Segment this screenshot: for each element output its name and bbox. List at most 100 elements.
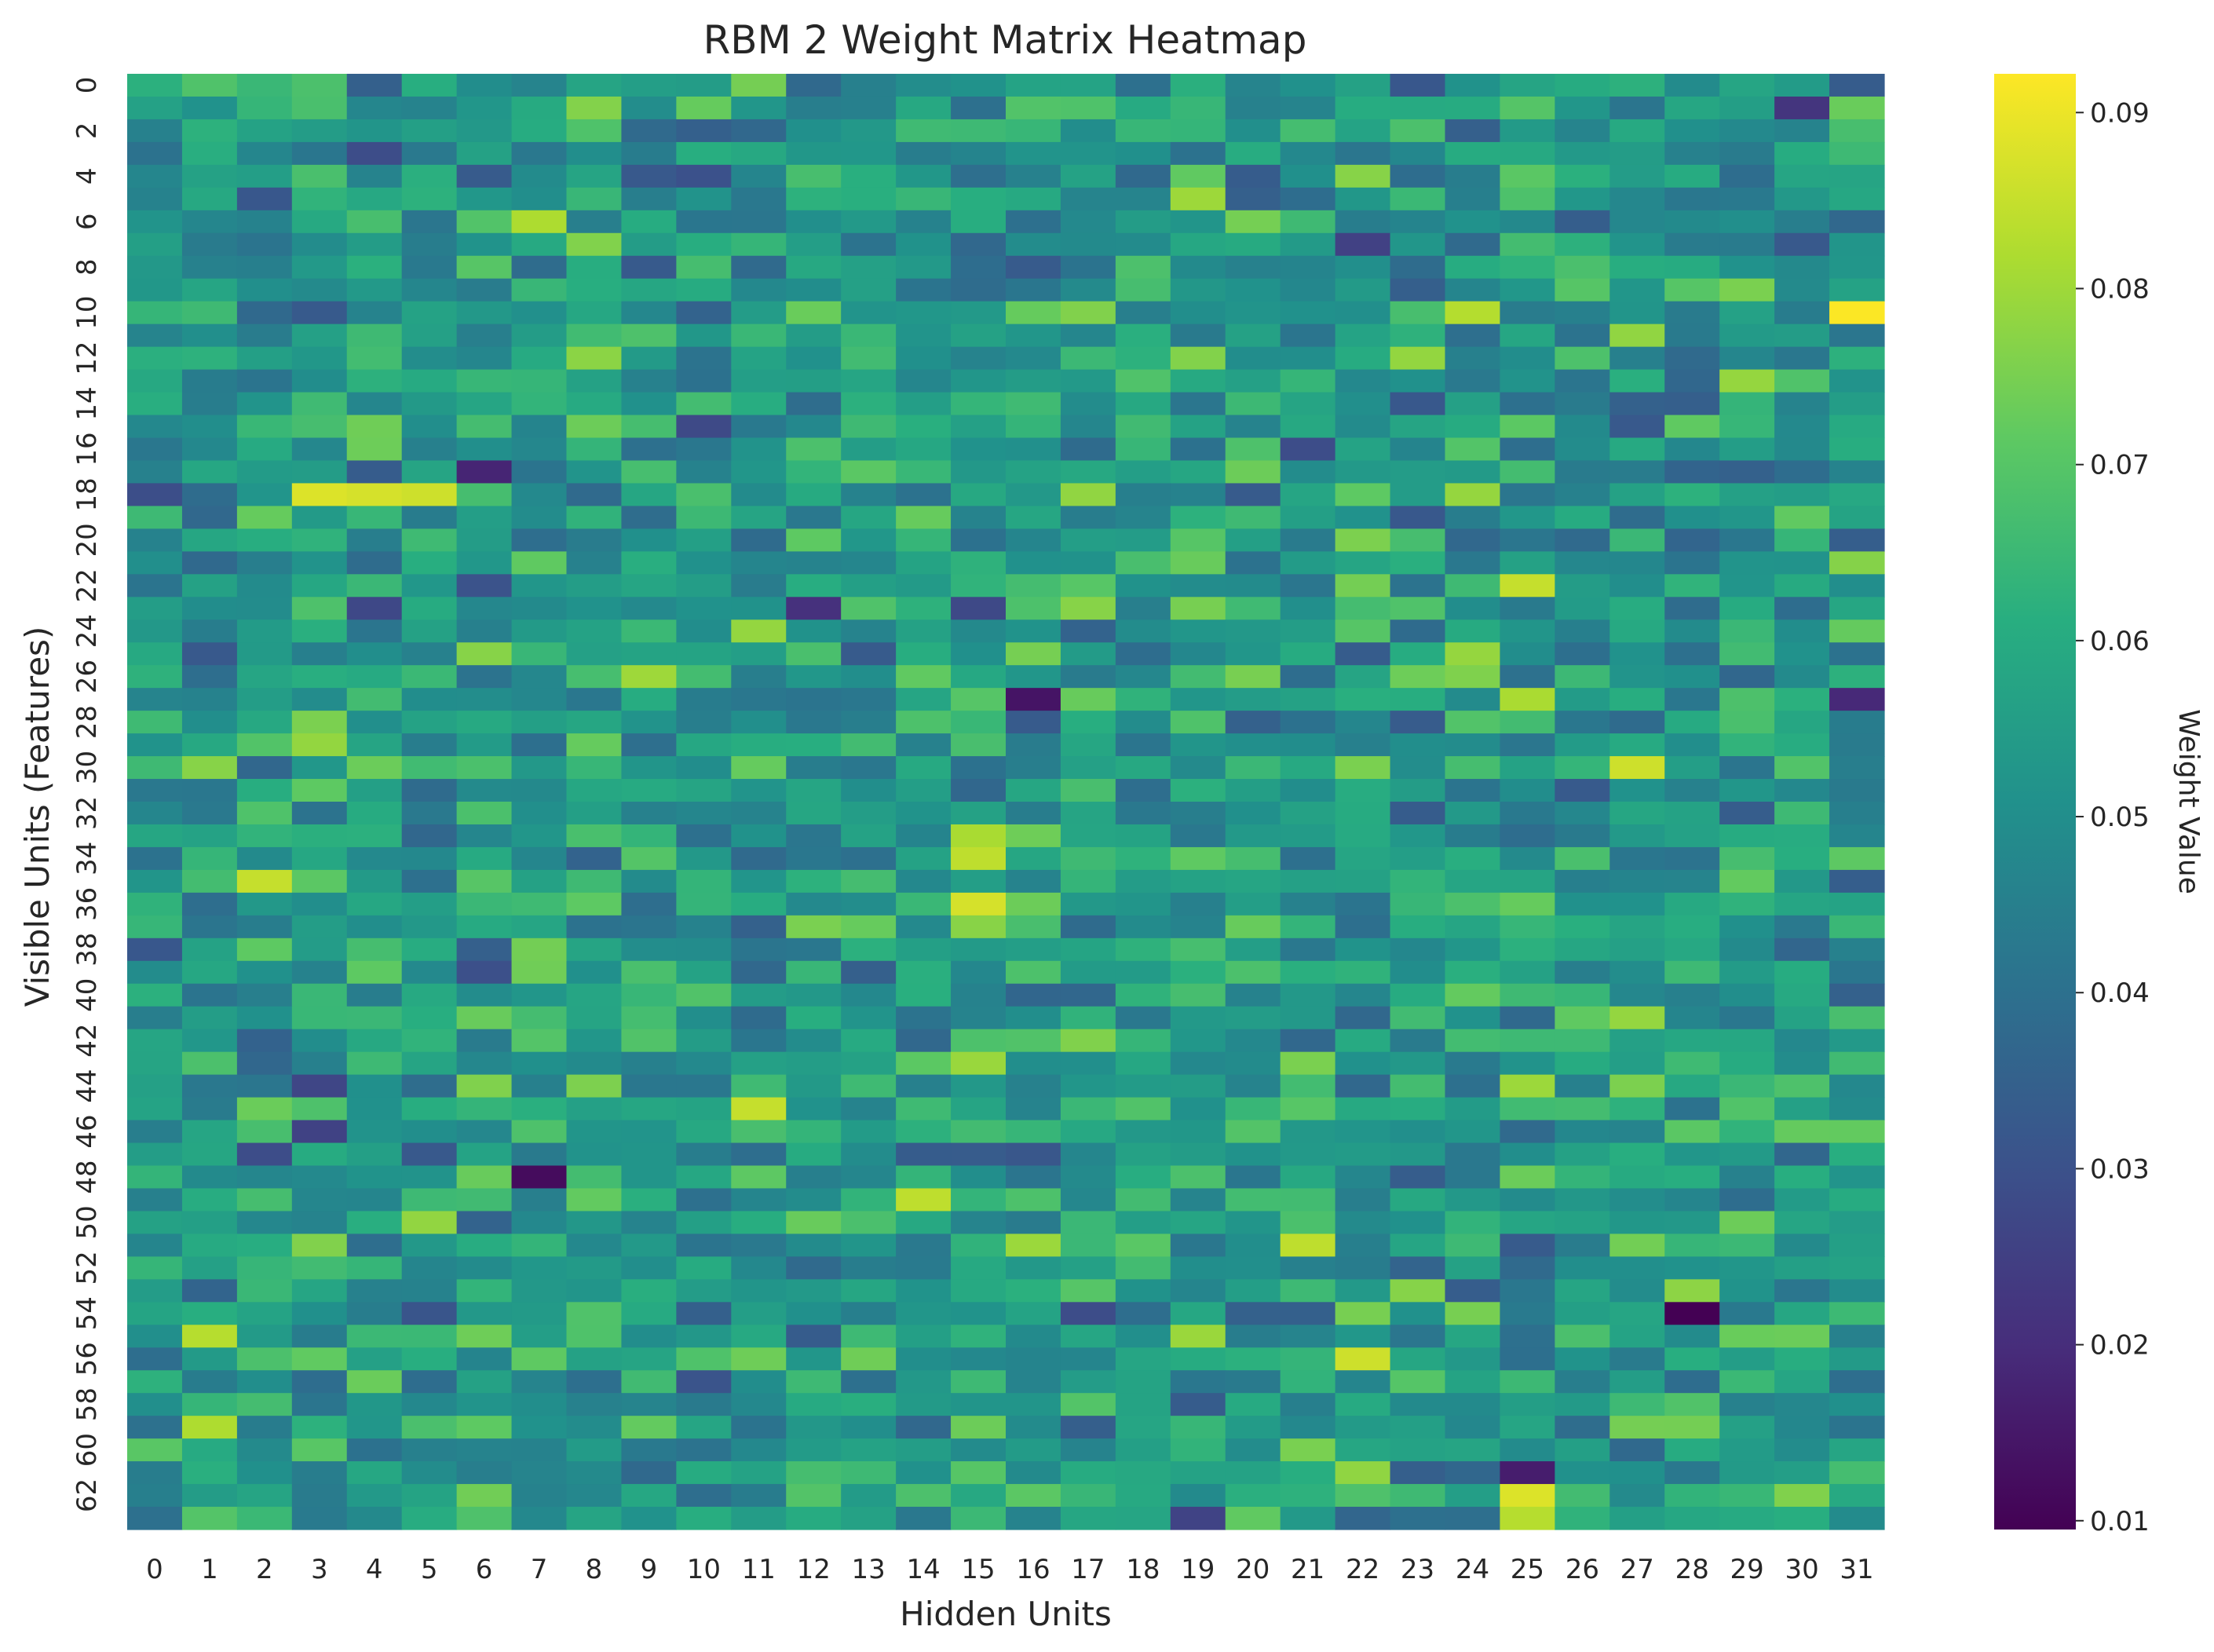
heatmap-cell [1774,1461,1830,1485]
heatmap-cell [181,323,238,348]
heatmap-cell [1555,1347,1610,1371]
heatmap-cell [1609,1006,1665,1030]
heatmap-cell [1115,1484,1171,1508]
heatmap-cell [621,1029,677,1053]
heatmap-cell [1280,323,1336,348]
heatmap-cell [181,915,238,939]
heatmap-cell [1664,1507,1720,1530]
heatmap-cell [1115,574,1171,598]
heatmap-cell [1280,665,1336,689]
heatmap-cell [1335,1097,1391,1121]
heatmap-cell [1225,1165,1281,1190]
heatmap-cell [1390,1074,1446,1098]
heatmap-cell [127,1325,183,1348]
heatmap-cell [1500,642,1555,666]
heatmap-cell [236,1029,293,1053]
heatmap-cell [1060,597,1116,620]
heatmap-cell [1719,164,1775,188]
heatmap-cell [951,437,1007,462]
heatmap-cell [731,597,787,620]
heatmap-cell [786,528,842,552]
heatmap-cell [951,597,1007,620]
heatmap-cell [236,1461,293,1485]
heatmap-cell [1170,1279,1226,1303]
heatmap-cell [1500,1256,1555,1280]
heatmap-cell [1829,1188,1885,1212]
heatmap-cell [731,711,787,734]
heatmap-cell [1774,232,1830,257]
heatmap-cell [456,802,513,825]
heatmap-cell [1445,1142,1501,1167]
heatmap-cell [1445,824,1501,848]
heatmap-cell [731,460,787,484]
heatmap-cell [1774,1416,1830,1439]
heatmap-cell [346,1507,403,1530]
heatmap-cell [1500,346,1555,371]
heatmap-cell [731,756,787,780]
heatmap-cell [1500,1097,1555,1121]
heatmap-cell [1445,96,1501,120]
heatmap-cell [291,164,348,188]
heatmap-cell [896,665,952,689]
heatmap-cell [236,96,293,120]
heatmap-cell [1060,164,1116,188]
heatmap-cell [1060,1051,1116,1076]
heatmap-cell [511,1279,568,1303]
heatmap-cell [1445,983,1501,1007]
heatmap-cell [841,1188,897,1212]
y-tick-label: 44 [71,1069,103,1102]
heatmap-cell [1225,437,1281,462]
heatmap-cell [1664,1461,1720,1485]
heatmap-cell [1445,620,1501,643]
heatmap-cell [1335,1279,1391,1303]
heatmap-cell [1555,301,1610,325]
heatmap-cell [1719,574,1775,598]
heatmap-cell [1774,528,1830,552]
heatmap-cell [1115,301,1171,325]
heatmap-cell [236,892,293,916]
heatmap-cell [346,551,403,575]
heatmap-cell [1060,665,1116,689]
heatmap-cell [621,620,677,643]
heatmap-cell [731,483,787,507]
heatmap-cell [1500,1302,1555,1325]
heatmap-cell [1829,574,1885,598]
heatmap-cell [676,688,732,711]
heatmap-cell [291,597,348,620]
heatmap-cell [1664,1234,1720,1257]
heatmap-cell [1555,779,1610,802]
heatmap-cell [1555,551,1610,575]
heatmap-cell [236,74,293,97]
heatmap-cell [676,1006,732,1030]
heatmap-cell [1829,1051,1885,1076]
heatmap-cell [1500,1484,1555,1508]
heatmap-cell [1555,1279,1610,1303]
heatmap-cell [1555,1211,1610,1235]
heatmap-cell [951,824,1007,848]
heatmap-cell [1609,620,1665,643]
heatmap-cell [1115,483,1171,507]
heatmap-cell [401,1302,458,1325]
heatmap-cell [1390,369,1446,393]
heatmap-cell [456,711,513,734]
heatmap-cell [127,164,183,188]
heatmap-cell [841,96,897,120]
heatmap-cell [291,937,348,962]
heatmap-cell [1774,665,1830,689]
heatmap-cell [1445,301,1501,325]
heatmap-cell [1555,483,1610,507]
heatmap-cell [511,711,568,734]
heatmap-cell [1006,210,1061,234]
heatmap-cell [896,1484,952,1508]
heatmap-cell [1500,1370,1555,1394]
heatmap-cell [1006,688,1061,711]
heatmap-cell [1006,1165,1061,1190]
heatmap-cell [1555,74,1610,97]
heatmap-cell [1719,1029,1775,1053]
heatmap-cell [1390,642,1446,666]
heatmap-cell [1060,187,1116,211]
y-tick-labels: 0246810121416182022242628303234363840424… [71,77,103,1513]
heatmap-cell [236,802,293,825]
heatmap-cell [291,528,348,552]
heatmap-cell [346,642,403,666]
